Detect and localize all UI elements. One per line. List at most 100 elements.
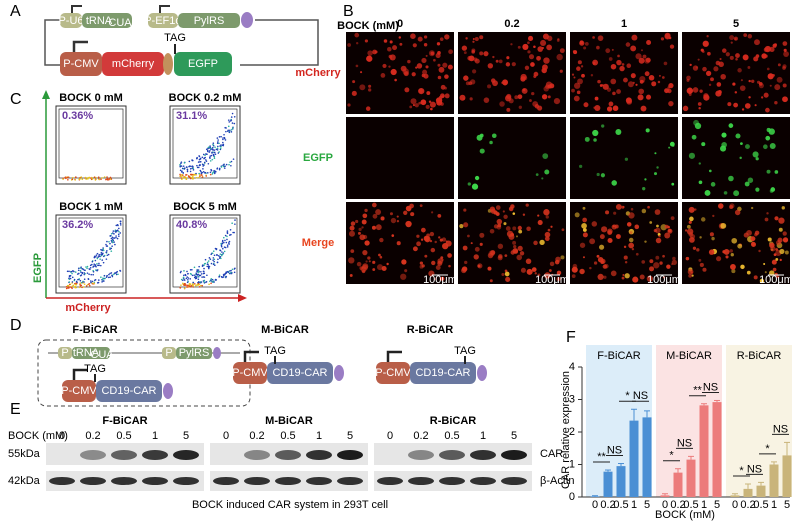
event <box>83 272 86 274</box>
car-box <box>267 362 333 384</box>
event <box>100 251 103 254</box>
cell <box>774 170 779 174</box>
cell <box>686 87 694 94</box>
cell <box>582 228 587 232</box>
event <box>188 285 191 288</box>
cell <box>589 238 596 245</box>
cell <box>623 77 628 83</box>
event <box>196 166 199 169</box>
event <box>79 283 81 286</box>
event <box>183 270 185 272</box>
event <box>220 243 222 245</box>
event <box>221 242 224 244</box>
cell <box>649 259 654 264</box>
event <box>92 270 95 273</box>
promoter-arrow <box>72 368 88 380</box>
cell <box>779 258 782 262</box>
x-tick-label: 1 <box>771 499 777 511</box>
cell <box>765 135 771 141</box>
event <box>205 153 207 155</box>
cell <box>686 228 694 235</box>
cell <box>608 101 614 107</box>
x-tick-label: 0.2 <box>670 499 685 511</box>
cell <box>530 62 535 67</box>
event <box>96 269 99 271</box>
event <box>71 178 74 181</box>
cell <box>422 69 428 75</box>
cell <box>722 250 726 254</box>
cell <box>461 45 468 51</box>
label: mCherry <box>112 58 155 70</box>
event <box>227 125 230 128</box>
cell <box>447 64 453 70</box>
event <box>69 277 72 280</box>
event <box>75 176 77 178</box>
cell <box>367 256 371 260</box>
cell <box>645 94 652 100</box>
event <box>76 273 79 275</box>
cell <box>696 248 700 252</box>
event <box>188 176 191 178</box>
event <box>89 266 92 269</box>
lane-label: 1 <box>152 430 158 442</box>
event <box>119 220 122 223</box>
cell <box>396 219 400 223</box>
event <box>195 172 197 175</box>
cell <box>425 104 430 109</box>
event <box>113 241 115 243</box>
promoter-arrow <box>386 350 402 362</box>
sig-label: ** <box>693 385 702 397</box>
event <box>216 137 219 139</box>
cell <box>571 88 575 93</box>
cell <box>426 233 430 238</box>
event <box>181 178 183 181</box>
cell <box>359 234 366 241</box>
cell <box>740 142 743 146</box>
event <box>77 278 79 281</box>
cell <box>646 40 652 46</box>
cell <box>419 261 424 265</box>
cell <box>573 50 578 55</box>
bar <box>730 495 740 497</box>
cell <box>545 215 549 219</box>
x-tick-label: 5 <box>644 499 650 511</box>
event <box>220 257 222 260</box>
cell <box>669 141 675 147</box>
band <box>408 477 434 485</box>
event <box>222 144 225 147</box>
event <box>222 247 224 250</box>
cell <box>380 216 385 221</box>
cell <box>430 247 436 253</box>
cell <box>423 73 429 79</box>
cell <box>601 124 605 128</box>
cell <box>670 216 675 221</box>
cell <box>391 234 395 237</box>
event <box>216 254 219 256</box>
panel-label: E <box>10 401 21 418</box>
event <box>233 231 235 234</box>
cell <box>730 263 736 270</box>
event <box>206 261 209 264</box>
sig-label: NS <box>633 390 648 402</box>
cell <box>526 268 533 275</box>
event <box>195 173 198 176</box>
cell <box>359 84 366 91</box>
cell <box>347 43 352 47</box>
event <box>113 272 116 274</box>
cell <box>489 279 493 283</box>
cell <box>775 257 779 261</box>
event <box>210 147 212 150</box>
event <box>81 286 83 289</box>
cell <box>654 227 661 234</box>
event <box>210 169 213 172</box>
event <box>94 259 97 262</box>
event <box>227 119 230 121</box>
event <box>226 246 229 248</box>
event <box>204 156 206 159</box>
event <box>81 271 84 274</box>
sig-label: ** <box>597 451 606 463</box>
event <box>221 239 224 242</box>
event <box>111 238 114 241</box>
event <box>79 279 82 282</box>
micrograph <box>346 117 454 199</box>
